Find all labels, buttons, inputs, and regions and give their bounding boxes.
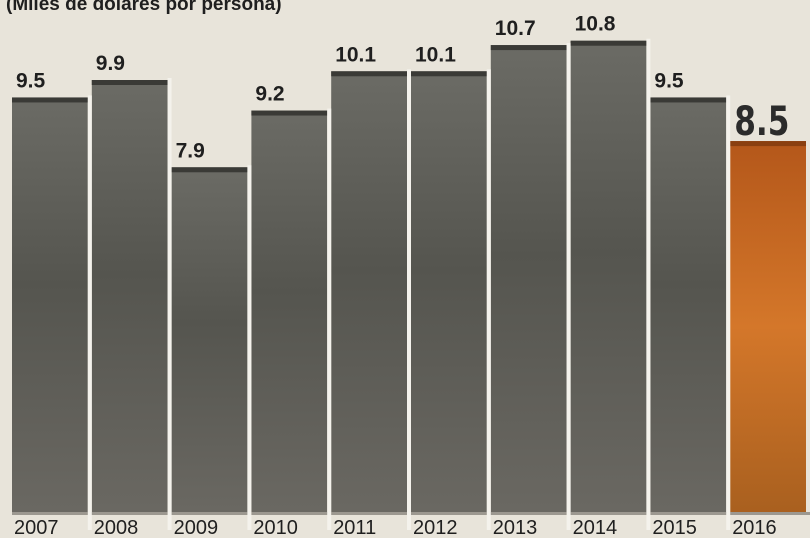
value-labels-group: 9.5 9.9 7.9 9.2 10.1 10.1 10.7 10.8 9.5 8.5: [16, 13, 789, 163]
category-labels-group: 2007 2008 2009 2010 2011 2012 2013 2014 2015 2016: [14, 517, 777, 538]
category-label-2008: 2008: [94, 517, 139, 538]
category-label-2016: 2016: [732, 517, 777, 538]
bar-2009: [171, 167, 248, 513]
bar-2015: [650, 97, 727, 513]
value-label-2012: 10.1: [415, 43, 456, 66]
category-label-2007: 2007: [14, 517, 59, 538]
divider-2010: [327, 108, 332, 530]
bar-cap-2011: [331, 71, 407, 77]
chart-subtitle: (Miles de dólares por persona): [6, 0, 282, 15]
divider-2007: [87, 95, 92, 531]
bar-2012: [411, 71, 487, 512]
value-label-2014: 10.8: [575, 13, 616, 36]
divider-2015: [726, 95, 731, 531]
value-label-2011: 10.1: [335, 43, 376, 66]
dividers-group: [87, 38, 731, 531]
category-label-2010: 2010: [253, 517, 298, 538]
bar-cap-2007: [12, 97, 88, 103]
bar-cap-2015: [650, 97, 727, 103]
bar-cap-2012: [411, 71, 487, 77]
bar-cap-2008: [91, 80, 168, 85]
category-label-2009: 2009: [174, 517, 219, 538]
value-label-2008: 9.9: [96, 52, 125, 75]
category-label-2011: 2011: [333, 517, 376, 538]
bar-2007: [12, 97, 88, 513]
category-label-2015: 2015: [652, 517, 697, 538]
bar-cap-2013: [490, 45, 567, 51]
divider-2008: [167, 78, 172, 530]
divider-2009: [247, 165, 252, 531]
category-label-2014: 2014: [573, 517, 618, 538]
divider-2011: [407, 69, 411, 530]
bar-cap-2016: [730, 141, 806, 147]
category-label-2012: 2012: [413, 517, 458, 538]
bar-2016: [730, 141, 806, 512]
value-label-2007: 9.5: [16, 69, 46, 92]
divider-2013: [566, 43, 571, 530]
divider-2014: [646, 38, 651, 531]
bar-2013: [490, 45, 567, 512]
bar-cap-2010: [251, 110, 328, 116]
value-label-2009: 7.9: [176, 139, 205, 162]
bars-group: [12, 40, 810, 515]
category-label-2013: 2013: [493, 517, 538, 538]
value-label-2016: 8.5: [734, 99, 789, 145]
bar-cap-2009: [171, 167, 248, 173]
bar-cap-2014: [570, 40, 647, 46]
value-label-2010: 9.2: [255, 83, 284, 106]
value-label-2013: 10.7: [495, 17, 536, 40]
bar-2008: [91, 80, 168, 512]
bar-2010: [251, 110, 328, 512]
bar-2011: [331, 71, 407, 512]
divider-2012: [486, 69, 491, 530]
value-label-2015: 9.5: [654, 69, 684, 92]
bar-2014: [570, 40, 647, 513]
